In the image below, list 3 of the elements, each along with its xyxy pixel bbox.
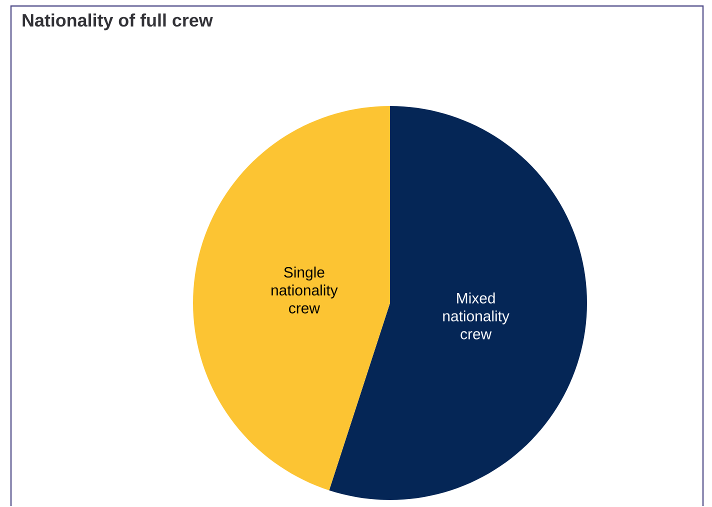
chart-title: Nationality of full crew — [22, 14, 213, 30]
slice-label: Mixed nationality crew — [443, 292, 510, 340]
slice-label: Single nationality crew — [272, 266, 338, 314]
